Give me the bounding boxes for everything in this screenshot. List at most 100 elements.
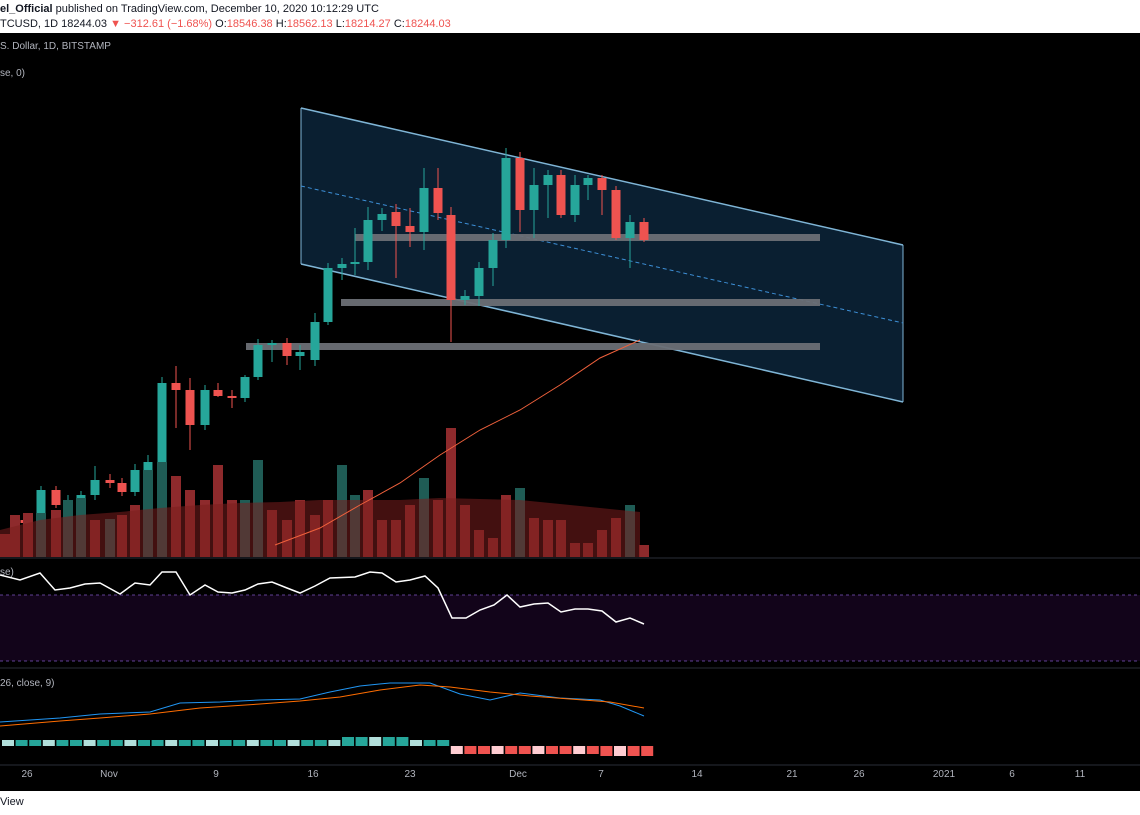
x-tick-label: 21 xyxy=(786,769,798,780)
signal-line xyxy=(0,684,645,727)
candle-body xyxy=(282,343,292,356)
open-label: O: xyxy=(215,18,227,30)
macd-histogram-bar xyxy=(328,740,341,746)
candle-body xyxy=(185,390,195,425)
candle-body xyxy=(117,483,127,492)
macd-histogram-bar xyxy=(369,737,382,746)
macd-histogram-bar xyxy=(124,740,137,746)
last-price: 18244.03 xyxy=(61,18,108,30)
support-zone xyxy=(246,343,820,350)
rsi-line xyxy=(0,571,645,625)
candle-body xyxy=(474,268,484,296)
rsi-band xyxy=(0,595,1140,661)
x-tick-label: 11 xyxy=(1075,769,1086,780)
publish-info: published on TradingView.com, December 1… xyxy=(52,3,379,15)
high-label: H: xyxy=(275,18,287,30)
candle-body xyxy=(377,214,387,220)
candle-body xyxy=(515,158,525,210)
candle-body xyxy=(625,222,635,238)
macd-histogram-bar xyxy=(301,740,314,746)
macd-histogram-bar xyxy=(573,746,586,754)
channel-lower-line xyxy=(300,263,904,403)
macd-histogram-bar xyxy=(233,740,246,746)
candle-body xyxy=(240,377,250,398)
footer: View xyxy=(0,791,1140,815)
candle-body xyxy=(597,178,607,190)
candle-body xyxy=(36,490,46,520)
macd-histogram-bar xyxy=(2,740,14,746)
macd-histogram-bar xyxy=(165,740,178,746)
macd-histogram-bar xyxy=(546,746,558,754)
candle-body xyxy=(583,178,593,185)
x-tick-label: Dec xyxy=(509,769,527,780)
chart-area[interactable]: 26 Nov 9 16 23 Dec 7 14 21 26 2021 6 11 S. Dollar, 1… xyxy=(0,33,1140,791)
candle-body xyxy=(157,383,167,462)
macd-histogram-bar xyxy=(478,746,490,754)
candle-body xyxy=(143,462,153,470)
author-name[interactable]: el_Official xyxy=(0,3,53,15)
macd-histogram-bar xyxy=(83,740,96,746)
ohlc-line: TCUSD, 1D 18244.03 ▼ −312.61 (−1.68%) O:… xyxy=(0,18,451,30)
macd-histogram-bar xyxy=(559,746,572,754)
x-tick-label: 26 xyxy=(21,769,33,780)
down-arrow-icon: ▼ xyxy=(110,18,121,30)
candle-body xyxy=(433,188,443,213)
rsi-legend: se) xyxy=(0,567,14,578)
price-change: −312.61 (−1.68%) xyxy=(124,18,213,30)
support-zone xyxy=(355,234,820,241)
macd-histogram-bar xyxy=(206,740,218,746)
main-legend: S. Dollar, 1D, BITSTAMP xyxy=(0,41,111,52)
macd-histogram-bar xyxy=(518,746,531,754)
candle-body xyxy=(488,240,498,268)
candle-body xyxy=(391,212,401,226)
candle-body xyxy=(405,226,415,232)
macd-histogram-bar xyxy=(246,740,259,746)
close-value: 18244.03 xyxy=(404,18,451,30)
x-tick-label: Nov xyxy=(100,769,118,780)
x-tick-label: 16 xyxy=(307,769,319,780)
candle-body xyxy=(460,296,470,300)
price-chart-svg[interactable]: 26 Nov 9 16 23 Dec 7 14 21 26 2021 6 11 xyxy=(0,33,1140,791)
open-value: 18546.38 xyxy=(226,18,273,30)
macd-histogram-bar xyxy=(178,740,191,746)
macd-histogram-bar xyxy=(151,740,164,746)
footer-text: View xyxy=(0,796,24,808)
macd-histogram-bar xyxy=(505,746,518,754)
x-tick-label: 14 xyxy=(691,769,703,780)
candle-body xyxy=(419,188,429,232)
macd-histogram-bar xyxy=(274,740,286,746)
macd-histogram-bar xyxy=(355,737,368,746)
candle-body xyxy=(556,175,566,215)
x-tick-label: 23 xyxy=(404,769,416,780)
macd-line xyxy=(0,682,645,723)
macd-histogram-bar xyxy=(287,740,300,746)
macd-histogram-bar xyxy=(627,746,640,756)
macd-histogram-bar xyxy=(192,740,205,746)
x-tick-label: 6 xyxy=(1009,769,1015,780)
symbol-label: TCUSD, 1D xyxy=(0,18,59,30)
moving-average-line xyxy=(274,339,641,546)
macd-histogram-bar xyxy=(410,740,422,746)
x-tick-label: 26 xyxy=(853,769,865,780)
candle-body xyxy=(200,390,210,425)
macd-histogram-bar xyxy=(450,746,463,754)
macd-histogram-bar xyxy=(382,737,395,746)
ma-legend: se, 0) xyxy=(0,68,26,79)
macd-histogram-bar xyxy=(138,740,150,746)
x-tick-label: 7 xyxy=(598,769,604,780)
candle-body xyxy=(446,215,456,300)
candle-body xyxy=(76,495,86,500)
candle-body xyxy=(529,185,539,210)
macd-legend: 26, close, 9) xyxy=(0,678,55,689)
macd-histogram-bar xyxy=(15,740,28,746)
candle-body xyxy=(130,470,140,492)
macd-histogram-bar xyxy=(586,746,599,754)
macd-histogram-bar xyxy=(600,746,613,756)
candle-body xyxy=(323,268,333,322)
candle-body xyxy=(611,190,621,238)
candle-body xyxy=(295,352,305,356)
candle-body xyxy=(543,175,553,185)
candle-body xyxy=(501,158,511,240)
candle-body xyxy=(639,222,649,240)
macd-histogram-bar xyxy=(464,746,477,754)
